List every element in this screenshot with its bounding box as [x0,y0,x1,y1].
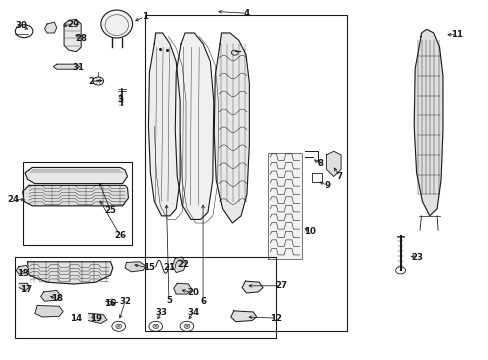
Bar [15,257,276,338]
Text: 27: 27 [274,281,286,290]
Text: 3: 3 [117,95,123,104]
Polygon shape [173,283,191,294]
Polygon shape [35,306,63,317]
Polygon shape [16,265,29,274]
Text: 1: 1 [141,12,147,21]
Text: 7: 7 [336,172,342,181]
Polygon shape [64,19,81,51]
Text: 32: 32 [119,297,131,306]
Ellipse shape [101,10,132,38]
Text: 15: 15 [143,264,155,273]
Polygon shape [148,33,180,216]
Text: 26: 26 [114,231,126,240]
Polygon shape [88,314,107,323]
Text: 29: 29 [68,19,80,28]
Polygon shape [125,262,146,272]
Text: 2: 2 [88,77,94,86]
Text: 9: 9 [324,181,330,190]
Text: 4: 4 [244,9,249,18]
Polygon shape [175,33,213,220]
Text: 11: 11 [449,30,462,39]
Polygon shape [230,311,256,321]
Text: 13: 13 [17,269,29,278]
Text: 18: 18 [51,294,62,303]
Text: 10: 10 [304,228,316,237]
Text: 5: 5 [165,296,171,305]
Polygon shape [41,291,60,301]
Text: 17: 17 [20,285,33,294]
Text: 34: 34 [187,308,199,317]
Polygon shape [172,257,185,273]
Polygon shape [53,64,80,69]
Text: 14: 14 [70,314,82,323]
Text: 24: 24 [7,195,20,204]
Text: 28: 28 [75,34,87,43]
Text: 12: 12 [270,314,282,323]
Text: 23: 23 [411,253,423,262]
Bar [144,15,346,330]
Polygon shape [22,185,128,206]
Text: 30: 30 [15,21,27,30]
Polygon shape [19,283,29,291]
Polygon shape [267,153,302,259]
Text: 19: 19 [90,314,102,323]
Bar [22,162,132,244]
Polygon shape [27,262,113,284]
Polygon shape [242,281,263,293]
Text: 20: 20 [187,288,199,297]
Text: 31: 31 [73,63,84,72]
Polygon shape [326,151,340,176]
Text: 6: 6 [200,297,205,306]
Text: 8: 8 [316,159,323,168]
Text: 21: 21 [163,264,175,273]
Polygon shape [44,22,57,33]
Text: 25: 25 [104,206,116,215]
Text: 22: 22 [177,260,189,269]
Polygon shape [214,33,249,223]
Text: 33: 33 [155,308,167,317]
Polygon shape [413,30,442,216]
Text: 16: 16 [104,299,116,308]
Polygon shape [25,167,127,184]
